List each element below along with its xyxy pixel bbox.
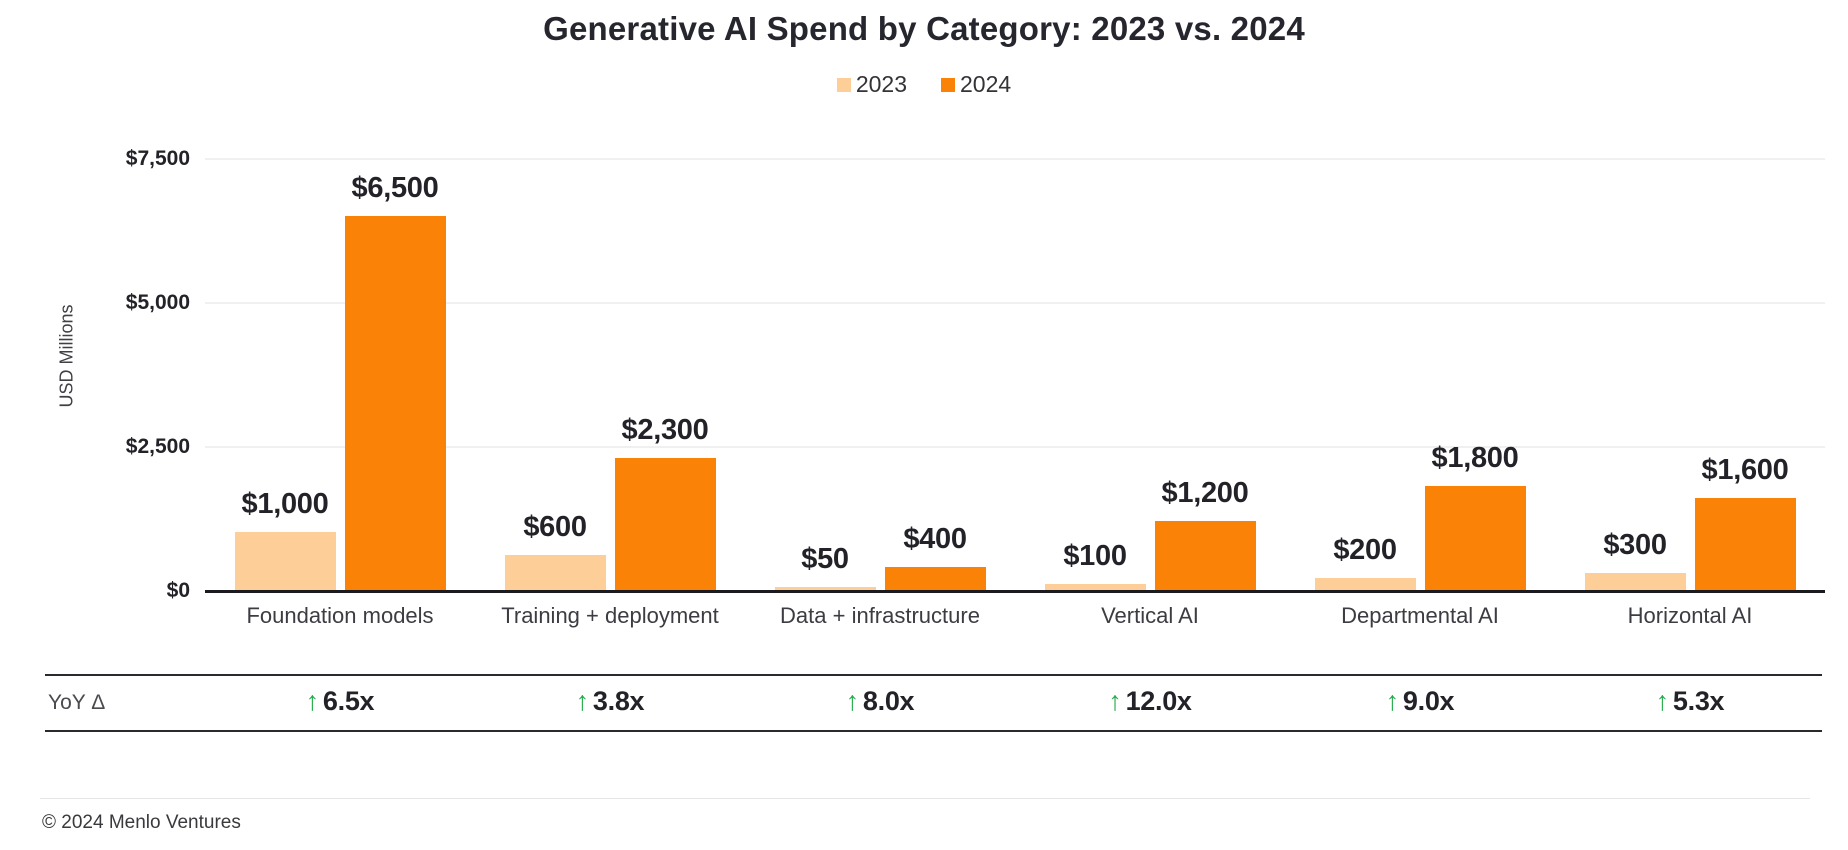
yoy-row-label: YoY Δ (48, 691, 106, 714)
category-label-2: Data + infrastructure (780, 603, 980, 628)
bar-value-2024-1: $2,300 (621, 414, 709, 446)
bar-2024-1 (614, 458, 716, 590)
yoy-value: 5.3x (1672, 686, 1725, 716)
gridline-7500 (205, 158, 1825, 160)
yoy-cell-1: ↑ 3.8x (475, 686, 745, 717)
bar-value-2023-3: $100 (1063, 540, 1127, 572)
yoy-row-bottom-border (45, 730, 1822, 732)
yoy-cell-5: ↑ 5.3x (1555, 686, 1825, 717)
legend-item-2024: 2024 (941, 71, 1011, 98)
gridline-5000 (205, 302, 1825, 304)
bar-value-2024-3: $1,200 (1161, 477, 1249, 509)
bar-value-2023-2: $50 (801, 543, 849, 575)
bar-value-2023-1: $600 (523, 511, 587, 543)
yoy-value: 6.5x (322, 686, 375, 716)
yoy-value: 12.0x (1125, 686, 1192, 716)
up-arrow-icon: ↑ (1655, 686, 1670, 716)
bar-value-2024-4: $1,800 (1431, 442, 1519, 474)
legend-label: 2023 (855, 71, 907, 97)
category-label-0: Foundation models (246, 603, 434, 628)
y-tick-label: $7,500 (125, 147, 190, 170)
legend-label: 2024 (960, 71, 1012, 97)
bar-2023-3 (1044, 584, 1146, 590)
chart-legend: 2023 2024 (0, 71, 1848, 98)
bar-value-2023-4: $200 (1333, 534, 1397, 566)
up-arrow-icon: ↑ (305, 686, 320, 716)
bar-2024-4 (1424, 486, 1526, 590)
bar-value-2023-0: $1,000 (241, 488, 329, 520)
bar-2024-2 (884, 567, 986, 590)
chart-title: Generative AI Spend by Category: 2023 vs… (543, 10, 1305, 47)
up-arrow-icon: ↑ (1385, 686, 1400, 716)
bar-value-2024-5: $1,600 (1701, 454, 1789, 486)
bar-value-2023-5: $300 (1603, 529, 1667, 561)
bar-value-2024-2: $400 (903, 523, 967, 555)
gridline-2500 (205, 446, 1825, 448)
copyright-text: © 2024 Menlo Ventures (42, 812, 241, 833)
bar-2023-2 (774, 587, 876, 590)
category-label-1: Training + deployment (501, 603, 719, 628)
legend-swatch-icon (836, 77, 851, 92)
bar-2024-0 (344, 216, 446, 590)
y-tick-label: $5,000 (125, 291, 190, 314)
yoy-cell-2: ↑ 8.0x (745, 686, 1015, 717)
category-label-3: Vertical AI (1101, 603, 1199, 628)
up-arrow-icon: ↑ (575, 686, 590, 716)
y-axis-title: USD Millions (56, 304, 77, 408)
yoy-cell-3: ↑ 12.0x (1015, 686, 1285, 717)
yoy-value: 8.0x (862, 686, 915, 716)
yoy-cell-4: ↑ 9.0x (1285, 686, 1555, 717)
bar-2023-5 (1584, 573, 1686, 590)
footer-divider (40, 798, 1810, 799)
y-tick-label: $2,500 (125, 435, 190, 458)
yoy-cell-0: ↑ 6.5x (205, 686, 475, 717)
bar-value-2024-0: $6,500 (351, 172, 439, 204)
yoy-row-top-border (45, 674, 1822, 676)
bar-2023-1 (504, 555, 606, 590)
up-arrow-icon: ↑ (1108, 686, 1122, 716)
bar-2023-4 (1314, 578, 1416, 590)
up-arrow-icon: ↑ (845, 686, 860, 716)
category-label-5: Horizontal AI (1627, 603, 1753, 628)
yoy-value: 9.0x (1402, 686, 1455, 716)
legend-item-2023: 2023 (836, 71, 907, 98)
bar-2023-0 (234, 532, 336, 590)
x-axis-line (205, 590, 1825, 593)
bar-2024-3 (1154, 521, 1256, 590)
category-label-4: Departmental AI (1341, 603, 1499, 628)
bar-2024-5 (1694, 498, 1796, 590)
yoy-value: 3.8x (592, 686, 645, 716)
y-tick-label: $0 (166, 579, 190, 602)
legend-swatch-icon (941, 77, 955, 92)
